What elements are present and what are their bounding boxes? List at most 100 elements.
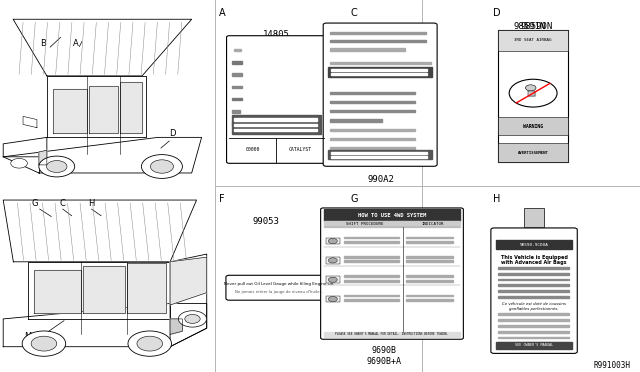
Bar (326, 296, 340, 302)
Text: 00000: 00000 (246, 147, 260, 153)
Bar (406, 237, 453, 238)
Text: AVERTISSEMENT: AVERTISSEMENT (518, 151, 548, 155)
Bar (406, 260, 453, 262)
Bar (344, 295, 399, 296)
Bar (330, 147, 415, 150)
Circle shape (137, 336, 163, 351)
Bar (232, 122, 242, 125)
Polygon shape (3, 200, 196, 262)
Bar (406, 256, 453, 258)
Bar (344, 256, 399, 258)
Bar (328, 150, 432, 159)
Bar (498, 342, 569, 344)
Bar (330, 32, 426, 34)
Circle shape (185, 314, 200, 323)
Text: 9690B: 9690B (371, 346, 397, 355)
Bar (234, 129, 317, 131)
Bar (331, 152, 427, 154)
Text: Ce véhicule est doté de coussins: Ce véhicule est doté de coussins (502, 302, 566, 306)
Text: CATALYST: CATALYST (289, 147, 312, 153)
Bar (330, 40, 426, 42)
Polygon shape (34, 269, 81, 313)
Bar (331, 69, 427, 71)
Text: gonflables perfectionnés.: gonflables perfectionnés. (509, 307, 559, 311)
Bar (330, 110, 415, 112)
Bar (330, 101, 415, 103)
Text: H: H (493, 194, 500, 204)
Bar (232, 110, 240, 113)
FancyBboxPatch shape (323, 23, 437, 166)
Text: 14805: 14805 (263, 30, 290, 39)
Bar (330, 92, 415, 94)
Polygon shape (23, 116, 37, 128)
Polygon shape (120, 82, 142, 132)
Text: D: D (493, 8, 500, 18)
Bar (525, 208, 544, 227)
Circle shape (11, 158, 28, 168)
Bar (232, 98, 242, 100)
Text: R991003H: R991003H (593, 361, 630, 370)
Text: G: G (351, 194, 358, 204)
Bar (326, 238, 340, 244)
Circle shape (328, 258, 337, 263)
Text: M: M (24, 333, 31, 341)
Bar (498, 290, 569, 292)
Bar (232, 73, 242, 76)
Text: 9690B+A: 9690B+A (367, 357, 401, 366)
Bar (330, 48, 405, 51)
Bar (326, 276, 340, 283)
Bar (324, 221, 460, 227)
Bar (498, 331, 569, 333)
Text: 98590N: 98590N (520, 22, 552, 31)
Bar (344, 260, 399, 262)
Polygon shape (170, 257, 207, 305)
Text: A: A (73, 39, 78, 48)
Bar (498, 30, 568, 162)
Circle shape (47, 161, 67, 173)
Bar (324, 332, 460, 337)
Text: Never pull out Oil Level Gauge while filling Engine Oil.: Never pull out Oil Level Gauge while fil… (223, 282, 334, 286)
Bar (344, 237, 399, 238)
Bar (330, 129, 415, 131)
FancyBboxPatch shape (226, 275, 332, 300)
Bar (406, 295, 453, 296)
Bar (498, 267, 569, 269)
Bar (326, 257, 340, 264)
Polygon shape (47, 76, 146, 137)
Bar (234, 124, 317, 126)
Bar (498, 117, 568, 135)
Text: D: D (170, 129, 176, 138)
Text: 3RD SEAT AIRBAG: 3RD SEAT AIRBAG (515, 38, 552, 42)
Text: 990A2: 990A2 (367, 175, 394, 184)
Bar (406, 241, 453, 243)
Text: WARNING: WARNING (523, 124, 543, 129)
Bar (232, 115, 321, 134)
Text: Ne jamais retirer la jauge de niveau d'huile...: Ne jamais retirer la jauge de niveau d'h… (235, 291, 323, 294)
Bar (498, 296, 569, 298)
Circle shape (31, 336, 57, 351)
Polygon shape (28, 262, 170, 319)
Polygon shape (127, 263, 166, 313)
Text: INDICATOR: INDICATOR (422, 222, 445, 226)
FancyBboxPatch shape (491, 228, 577, 353)
Circle shape (328, 277, 337, 282)
Text: H: H (88, 199, 95, 208)
Text: 98590-9CD0A: 98590-9CD0A (520, 243, 548, 247)
Circle shape (525, 85, 536, 91)
Bar (331, 156, 427, 158)
Text: C: C (351, 8, 358, 18)
Text: SEE OWNER'S MANUAL: SEE OWNER'S MANUAL (515, 343, 553, 347)
Polygon shape (83, 266, 125, 313)
Bar (498, 143, 568, 162)
Bar (406, 299, 453, 301)
Text: A: A (219, 8, 225, 18)
Bar (232, 61, 242, 64)
Bar (496, 342, 572, 349)
Text: SHIFT PROCEDURE: SHIFT PROCEDURE (346, 222, 383, 226)
Text: 99053: 99053 (252, 217, 279, 225)
Bar (330, 157, 382, 159)
Bar (406, 275, 453, 277)
Bar (498, 273, 569, 275)
Polygon shape (53, 89, 86, 132)
Text: 98591N: 98591N (514, 22, 546, 31)
